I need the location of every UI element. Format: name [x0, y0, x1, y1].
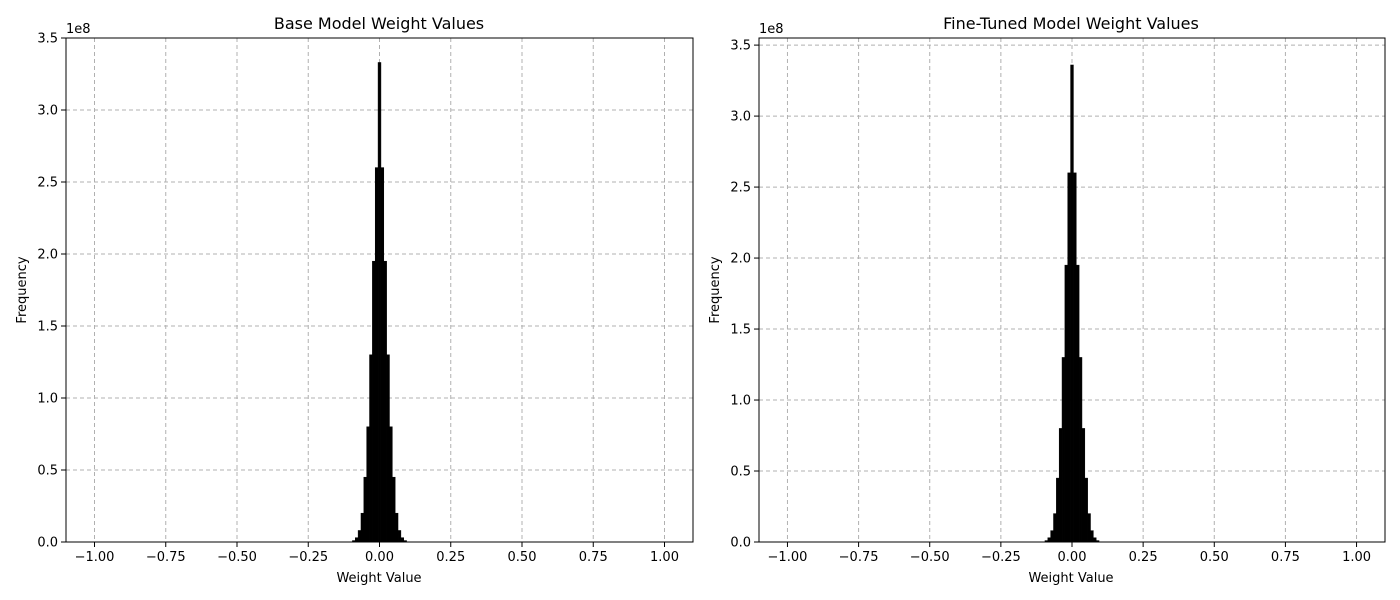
x-tick-label: 0.25 — [1129, 550, 1158, 565]
panel-base-model: Base Model Weight Values Weight Value Fr… — [15, 14, 694, 586]
bar-4 — [360, 512, 365, 543]
x-tick-label: −0.50 — [910, 550, 950, 565]
x-tick-label: 0.75 — [579, 550, 608, 565]
bar-7 — [1061, 357, 1066, 543]
y-tick-label: 0.5 — [730, 465, 751, 480]
bar-4 — [1053, 513, 1057, 543]
bar-15 — [1084, 477, 1088, 543]
bar-12 — [383, 260, 387, 543]
x-ticks: −1.00 −0.75 −0.50 −0.25 0.00 0.25 0.50 0.75 1.00 — [768, 542, 1371, 565]
y-tick-label: 2.0 — [730, 252, 751, 267]
y-tick-label: 3.5 — [730, 39, 751, 54]
bar-18 — [400, 537, 404, 543]
bar-16 — [394, 512, 399, 543]
bar-9 — [1067, 172, 1071, 543]
y-tick-label: 0.0 — [730, 536, 751, 551]
x-tick-label: −1.00 — [75, 550, 115, 565]
y-offset-label: 1e8 — [66, 22, 91, 37]
chart-title: Base Model Weight Values — [274, 14, 484, 33]
bar-12 — [1076, 264, 1080, 543]
y-axis-label: Frequency — [15, 256, 30, 323]
y-axis-label: Frequency — [708, 256, 723, 323]
y-tick-label: 1.5 — [730, 323, 751, 338]
x-axis-label: Weight Value — [336, 571, 421, 586]
x-tick-label: 1.00 — [1342, 550, 1371, 565]
bar-8 — [1064, 264, 1068, 543]
bar-10 — [377, 62, 382, 543]
panel-fine-tuned-model: Fine-Tuned Model Weight Values Weight Va… — [708, 14, 1386, 586]
x-tick-label: −0.50 — [217, 550, 257, 565]
bar-16 — [1087, 513, 1091, 543]
y-offset-label: 1e8 — [759, 22, 784, 37]
bar-18 — [1093, 537, 1097, 543]
bar-6 — [366, 426, 370, 543]
bar-17 — [397, 530, 402, 543]
bar-11 — [380, 167, 385, 543]
y-tick-label: 0.0 — [37, 536, 58, 551]
bar-3 — [357, 530, 362, 543]
bar-7 — [369, 354, 373, 543]
x-tick-label: 0.00 — [365, 550, 394, 565]
y-tick-label: 1.5 — [37, 320, 58, 335]
y-tick-label: 2.5 — [37, 176, 58, 191]
bar-2 — [1047, 537, 1051, 543]
bar-5 — [1056, 477, 1060, 543]
bar-8 — [372, 260, 376, 543]
bar-15 — [392, 476, 396, 543]
x-tick-label: −0.25 — [981, 550, 1021, 565]
y-ticks: 0.0 0.5 1.0 1.5 2.0 2.5 3.0 3.5 — [37, 32, 66, 551]
bar-10 — [1070, 64, 1074, 543]
bar-6 — [1058, 428, 1063, 543]
bar-9 — [374, 167, 379, 543]
y-tick-label: 1.0 — [37, 392, 58, 407]
y-tick-label: 3.0 — [730, 110, 751, 125]
y-tick-label: 3.0 — [37, 104, 58, 119]
x-tick-label: 0.75 — [1271, 550, 1300, 565]
bar-14 — [389, 426, 393, 543]
x-tick-label: 0.25 — [436, 550, 465, 565]
y-ticks: 0.0 0.5 1.0 1.5 2.0 2.5 3.0 3.5 — [730, 39, 759, 551]
y-tick-label: 1.0 — [730, 394, 751, 409]
bar-3 — [1050, 530, 1054, 543]
y-tick-label: 0.5 — [37, 464, 58, 479]
bar-17 — [1090, 530, 1094, 543]
x-tick-label: −0.75 — [839, 550, 879, 565]
bar-2 — [355, 537, 359, 543]
x-tick-label: 0.50 — [508, 550, 537, 565]
y-tick-label: 3.5 — [37, 32, 58, 47]
bar-11 — [1073, 172, 1077, 543]
x-tick-label: −1.00 — [768, 550, 808, 565]
bar-5 — [363, 476, 367, 543]
x-tick-label: 0.00 — [1058, 550, 1087, 565]
y-tick-label: 2.5 — [730, 181, 751, 196]
x-tick-label: 0.50 — [1200, 550, 1229, 565]
bar-13 — [1078, 357, 1083, 543]
x-axis-label: Weight Value — [1028, 571, 1113, 586]
bar-14 — [1081, 428, 1086, 543]
x-tick-label: −0.75 — [146, 550, 186, 565]
x-tick-label: 1.00 — [650, 550, 679, 565]
x-tick-label: −0.25 — [288, 550, 328, 565]
x-ticks: −1.00 −0.75 −0.50 −0.25 0.00 0.25 0.50 0.75 1.00 — [75, 542, 679, 565]
bar-13 — [386, 354, 390, 543]
y-tick-label: 2.0 — [37, 248, 58, 263]
chart-title: Fine-Tuned Model Weight Values — [943, 14, 1199, 33]
histogram-bars — [1044, 64, 1100, 543]
